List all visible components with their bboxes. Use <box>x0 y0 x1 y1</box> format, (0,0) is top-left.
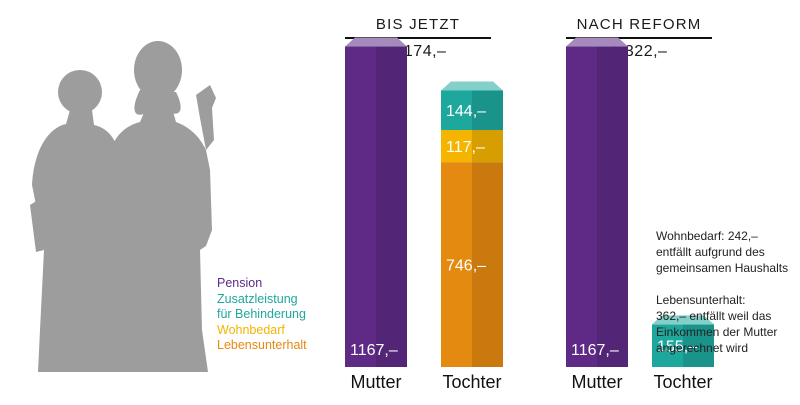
category-label-nach-reform-mutter: Mutter <box>571 372 622 392</box>
note-lebensunterhalt-line-2: 362,– entfällt weil das <box>656 309 772 323</box>
note-lebensunterhalt-line-4: angerechnet wird <box>656 341 749 355</box>
heading-rule-bis-jetzt <box>345 37 491 39</box>
bar-nach-reform-mutter-pension-left <box>566 46 597 367</box>
bar-bis-jetzt-tochter-zusatzleistung-right <box>472 90 503 131</box>
legend-behinderung: für Behinderung <box>217 307 306 321</box>
note-lebensunterhalt-line-3: Einkommen der Mutter <box>656 325 778 339</box>
bar-nach-reform-tochter-zusatzleistung-right <box>683 324 714 367</box>
note-wohnbedarf: Wohnbedarf: 242,– entfällt aufgrund des … <box>656 228 788 276</box>
silhouette-figures <box>30 41 216 372</box>
legend-pension: Pension <box>217 276 263 290</box>
bar-nach-reform-tochter-zusatzleistung-left <box>652 324 683 367</box>
silhouette-illustration <box>30 41 216 372</box>
note-wohnbedarf-line-3: gemeinsamen Haushalts <box>656 261 789 275</box>
bar-top-bis-jetzt-tochter <box>441 81 503 91</box>
bar-bis-jetzt-tochter-lebensunterhalt-right <box>472 162 503 367</box>
legend-wohnbedarf: Wohnbedarf <box>217 322 285 337</box>
category-label-bis-jetzt-tochter: Tochter <box>442 372 501 392</box>
heading-nach-reform: NACH REFORM <box>576 16 702 33</box>
bar-bis-jetzt-tochter-zusatzleistung-left <box>441 90 472 131</box>
note-lebensunterhalt: Lebensunterhalt: 362,– entfällt weil das… <box>656 292 777 356</box>
bar-nach-reform-mutter-pension-right <box>597 46 628 367</box>
bar-bis-jetzt-mutter-pension-left <box>345 46 376 367</box>
legend-lebensunterhalt: Lebensunterhalt <box>217 338 307 352</box>
note-lebensunterhalt-line-1: Lebensunterhalt: <box>656 293 746 307</box>
bar-bis-jetzt-tochter-wohnbedarf-left <box>441 130 472 163</box>
legend: Pension Zusatzleistung für Behinderung W… <box>217 276 307 354</box>
note-wohnbedarf-line-2: entfällt aufgrund des <box>656 245 765 259</box>
value-label-nach-reform-tochter-zusatzleistung: 155,– <box>657 339 697 356</box>
value-label-nach-reform-mutter-pension: 1167,– <box>571 342 619 359</box>
category-label-bis-jetzt-mutter: Mutter <box>350 372 401 392</box>
bar-bis-jetzt-tochter-lebensunterhalt-left <box>441 162 472 367</box>
legend-zusatzleistung: Zusatzleistung <box>217 291 298 306</box>
bar-top-bis-jetzt-mutter <box>345 37 407 47</box>
value-label-bis-jetzt-tochter-wohnbedarf: 117,– <box>446 139 485 156</box>
note-wohnbedarf-line-1: Wohnbedarf: 242,– <box>656 229 758 243</box>
bar-top-nach-reform-mutter <box>566 37 628 47</box>
category-label-nach-reform-tochter: Tochter <box>653 372 712 392</box>
value-label-bis-jetzt-mutter-pension: 1167,– <box>350 342 398 359</box>
bar-top-nach-reform-tochter <box>652 315 714 325</box>
value-label-bis-jetzt-tochter-zusatzleistung: 144,– <box>446 103 486 120</box>
bar-bis-jetzt-mutter-pension-right <box>376 46 407 367</box>
bar-bis-jetzt-tochter-wohnbedarf-right <box>472 130 503 163</box>
value-label-bis-jetzt-tochter-lebensunterhalt: 746,– <box>446 258 486 275</box>
heading-bis-jetzt: BIS JETZT <box>375 16 461 33</box>
heading-rule-nach-reform <box>566 37 712 39</box>
